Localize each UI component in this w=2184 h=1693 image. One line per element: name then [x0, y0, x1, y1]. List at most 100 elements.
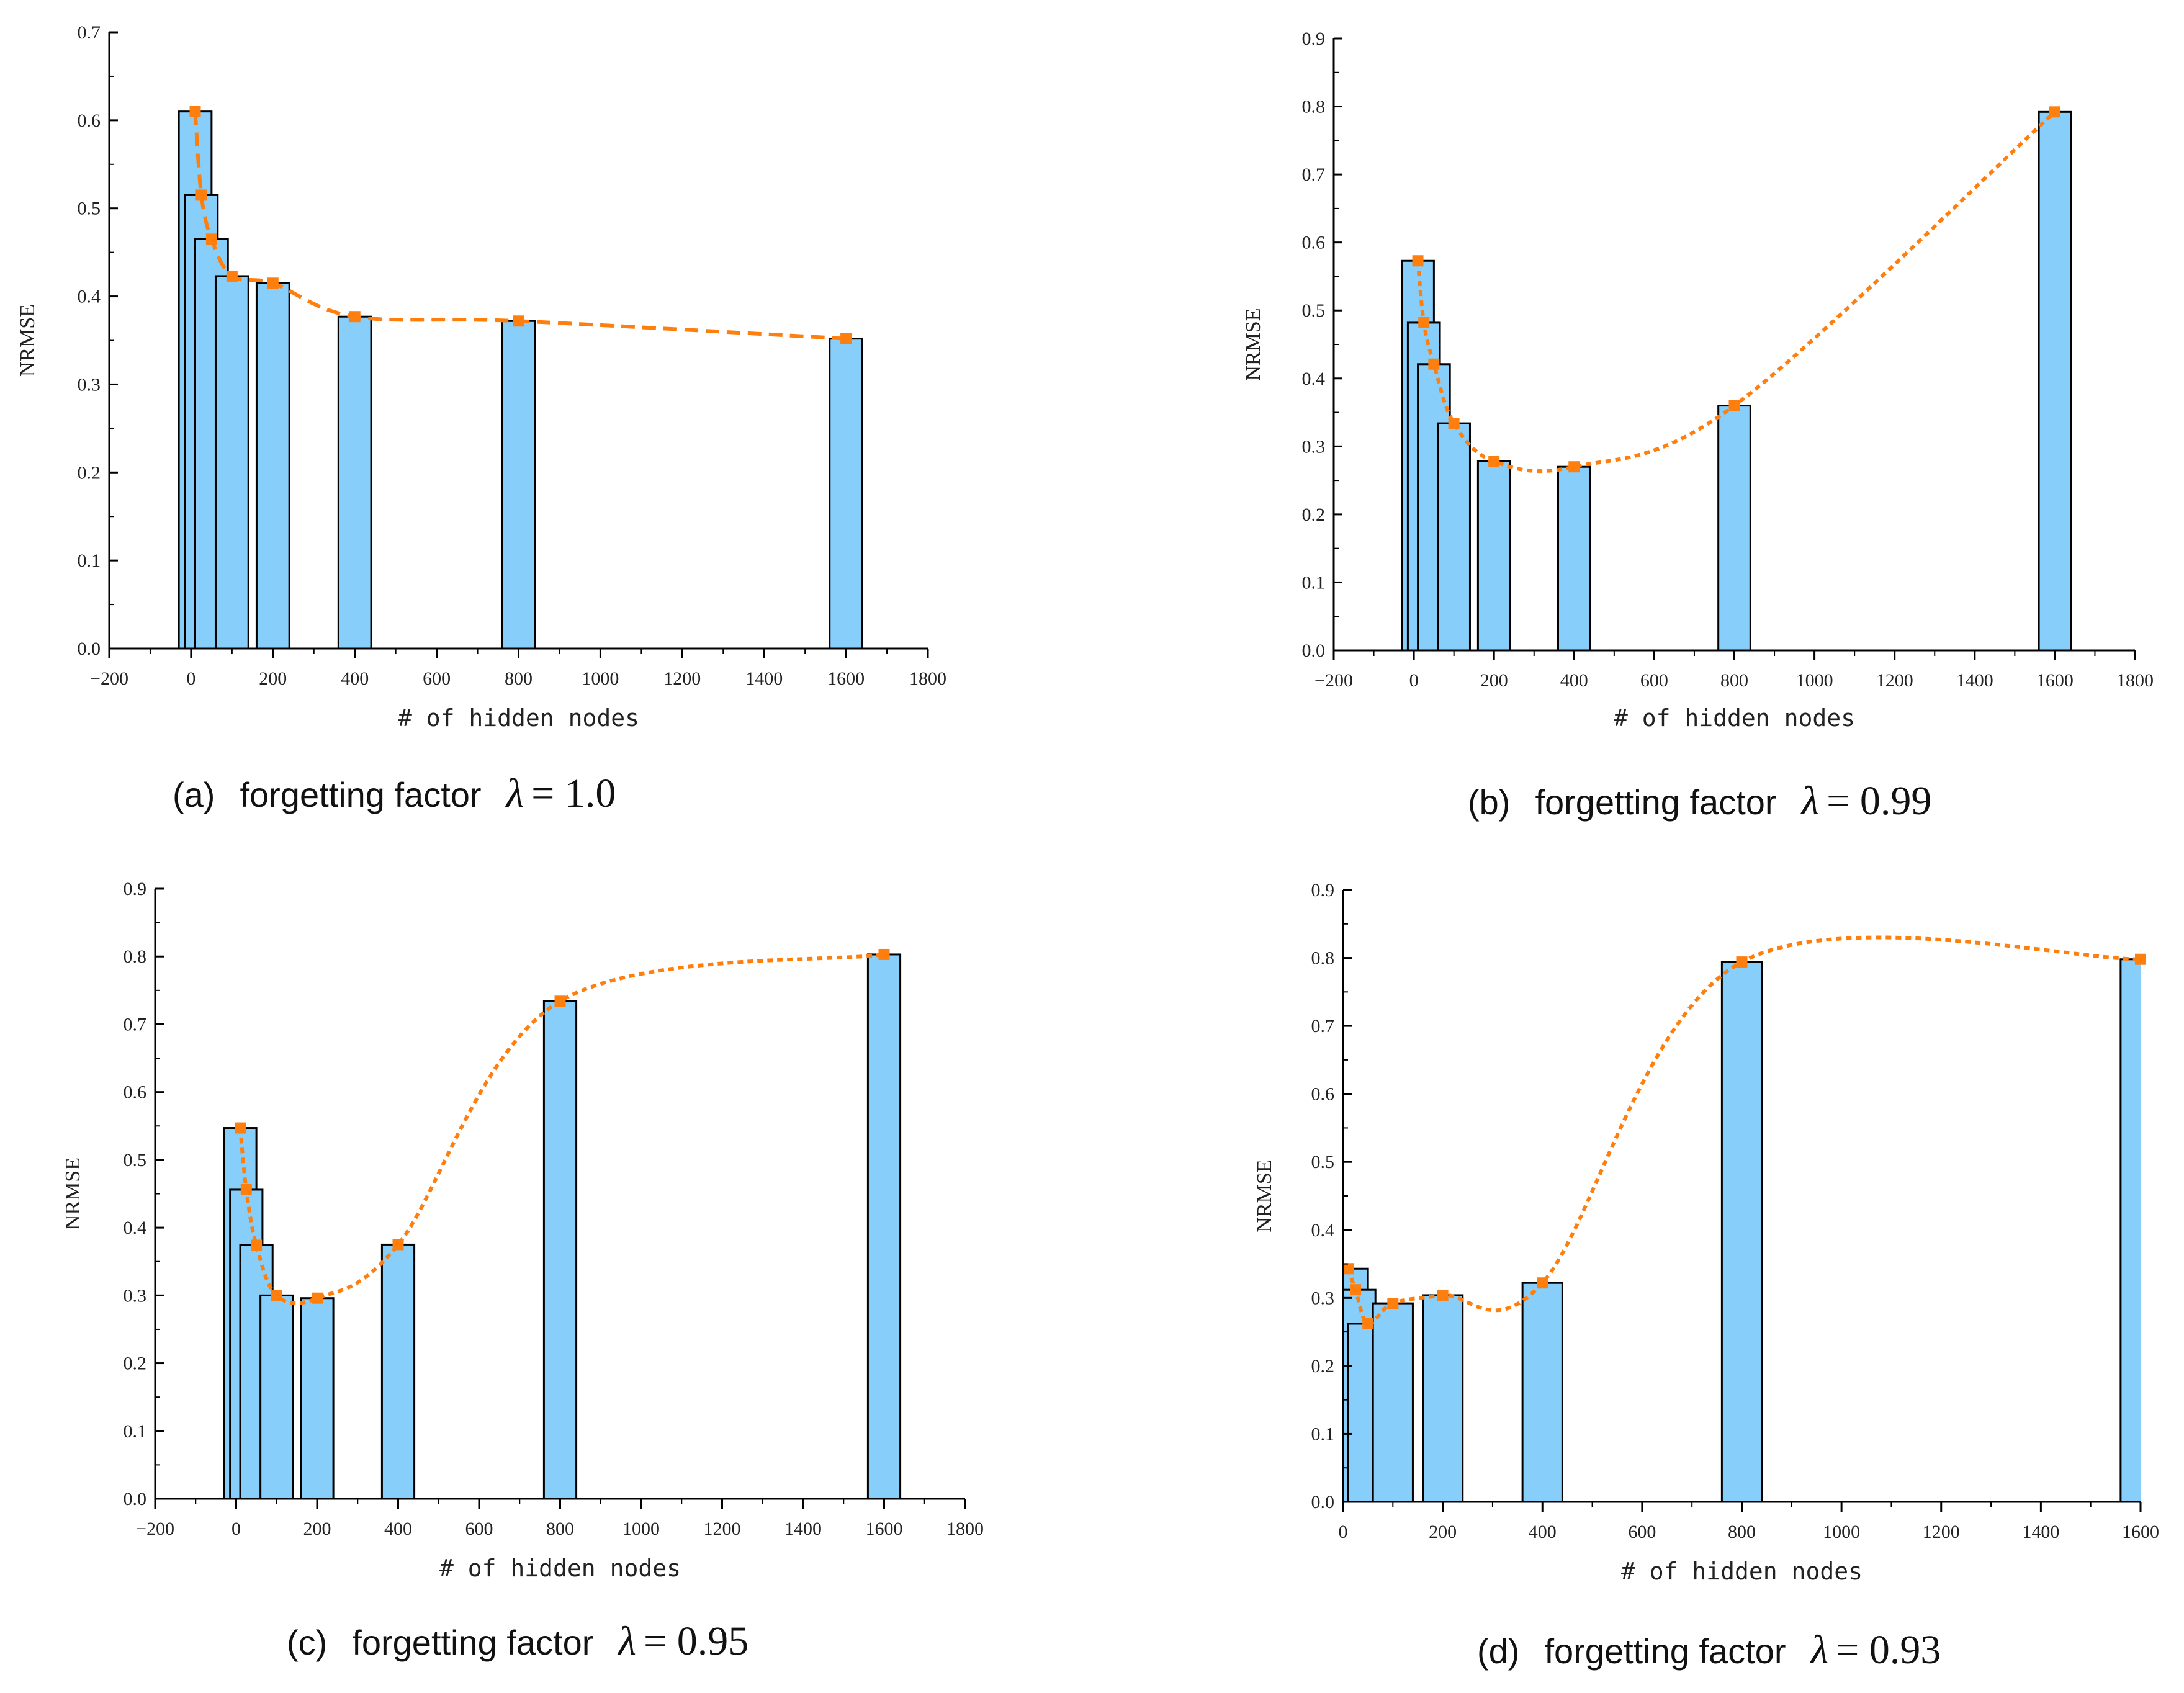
x-tick-label: 600	[423, 668, 451, 689]
x-tick-label: 1200	[663, 668, 701, 689]
y-tick-label: 0.7	[78, 22, 101, 43]
x-axis-title: # of hidden nodes	[398, 704, 639, 732]
bar	[337, 315, 372, 649]
x-tick-label: 1000	[622, 1519, 660, 1539]
x-tick-label: −200	[136, 1519, 174, 1539]
series-line	[193, 111, 847, 341]
data-point	[312, 1292, 323, 1304]
y-tick-label: 0.1	[1302, 572, 1326, 593]
y-tick-label: 0.6	[78, 110, 101, 131]
bar	[1476, 460, 1511, 650]
x-tick-label: 1000	[1796, 670, 1833, 691]
x-tick-label: 1600	[827, 668, 865, 689]
x-tick-label: 800	[1728, 1522, 1756, 1542]
y-tick-label: 0.3	[124, 1285, 147, 1306]
series-line	[1416, 110, 2056, 474]
x-tick-label: 1600	[2122, 1522, 2159, 1542]
caption-lambda: λ	[505, 771, 524, 816]
x-tick-label: 200	[259, 668, 287, 689]
y-tick-label: 0.2	[78, 462, 101, 483]
x-tick-label: 1400	[1956, 670, 1993, 691]
y-tick-label: 0.9	[1302, 29, 1326, 49]
caption-equation: = 0.93	[1836, 1627, 1941, 1673]
x-tick-label: 400	[1560, 670, 1588, 691]
y-tick-label: 0.4	[1311, 1220, 1335, 1241]
x-tick-label: 0	[1409, 670, 1419, 691]
x-tick-label: 1000	[1823, 1522, 1860, 1542]
data-point	[251, 1239, 263, 1251]
x-tick-label: 0	[1339, 1522, 1348, 1542]
bar	[542, 1000, 578, 1499]
x-axis-title: # of hidden nodes	[1621, 1558, 1863, 1585]
y-tick-label: 0.2	[1311, 1356, 1335, 1376]
caption-label: (b)	[1468, 783, 1510, 822]
x-tick-label: 1400	[745, 668, 783, 689]
chart-panel-b: 0.0 0.1 0.2 0.3 0.4 0.5 0.6 0.7 0.8 0.9 −200 0 200 40…	[1242, 29, 2154, 824]
data-point	[235, 1122, 246, 1134]
data-point	[189, 106, 201, 117]
y-tick-label: 0.1	[124, 1421, 147, 1442]
y-tick-label: 0.6	[124, 1082, 147, 1103]
bar	[300, 1297, 335, 1499]
caption-label: (c)	[287, 1623, 327, 1662]
y-tick-label: 0.2	[124, 1354, 147, 1374]
x-tick-label: 400	[384, 1519, 412, 1539]
x-tick-label: 1200	[704, 1519, 741, 1539]
data-point	[1428, 358, 1440, 370]
caption-label: (d)	[1477, 1632, 1519, 1671]
bar	[2038, 110, 2072, 650]
series-line	[1346, 935, 2141, 1326]
y-tick-label: 0.0	[1302, 640, 1326, 661]
x-tick-label: 400	[341, 668, 369, 689]
bar	[829, 338, 863, 649]
data-point	[554, 995, 566, 1007]
data-point	[513, 315, 524, 327]
y-tick-label: 0.3	[1302, 436, 1326, 457]
caption-label: (a)	[173, 775, 215, 814]
y-tick-label: 0.1	[78, 550, 101, 571]
bar	[1422, 1294, 1464, 1502]
bars-d	[1343, 958, 2141, 1502]
panel-caption: (d) forgetting factor λ = 0.93	[1477, 1627, 1941, 1673]
data-point	[878, 948, 890, 960]
bar	[1720, 961, 1763, 1502]
bars-a	[178, 110, 863, 649]
y-tick-label: 0.5	[1302, 300, 1326, 321]
bar	[259, 1294, 294, 1499]
y-tick-label: 0.9	[124, 879, 147, 899]
bar	[1521, 1282, 1563, 1502]
panel-caption: (b) forgetting factor λ = 0.99	[1468, 778, 1931, 824]
y-tick-label: 0.3	[78, 374, 101, 395]
y-axis-title: NRMSE	[61, 1157, 84, 1230]
y-tick-label: 0.8	[124, 946, 147, 967]
chart-panel-a: 0.0 0.1 0.2 0.3 0.4 0.5 0.6 0.7 −200 0 200 400 600 80…	[16, 22, 946, 816]
caption-lambda: λ	[1800, 778, 1820, 824]
panel-caption: (a) forgetting factor λ = 1.0	[173, 771, 616, 816]
y-tick-label: 0.4	[1302, 369, 1326, 389]
data-point	[1412, 255, 1424, 267]
caption-text: forgetting factor	[1535, 783, 1776, 822]
y-tick-label: 0.1	[1311, 1424, 1335, 1444]
bar	[1437, 422, 1471, 650]
data-point	[1362, 1318, 1374, 1329]
x-tick-label: 1800	[2116, 670, 2154, 691]
y-axis-title: NRMSE	[1242, 308, 1265, 380]
x-tick-label: 1000	[582, 668, 619, 689]
x-tick-label: 600	[1640, 670, 1668, 691]
x-tick-label: 1400	[784, 1519, 822, 1539]
x-tick-label: 800	[505, 668, 533, 689]
data-point	[392, 1239, 404, 1251]
data-point	[1448, 418, 1460, 429]
data-point	[267, 277, 279, 289]
y-tick-label: 0.5	[1311, 1152, 1335, 1172]
x-tick-label: 600	[1628, 1522, 1656, 1542]
y-tick-label: 0.0	[78, 639, 101, 659]
x-tick-label: −200	[1314, 670, 1353, 691]
x-tick-label: 1200	[1876, 670, 1913, 691]
x-tick-label: 0	[186, 668, 195, 689]
data-point	[1342, 1263, 1354, 1275]
y-axis-title: NRMSE	[1253, 1159, 1276, 1232]
x-tick-label: 1600	[2036, 670, 2074, 691]
data-point	[205, 233, 217, 245]
y-tick-label: 0.9	[1311, 880, 1335, 900]
